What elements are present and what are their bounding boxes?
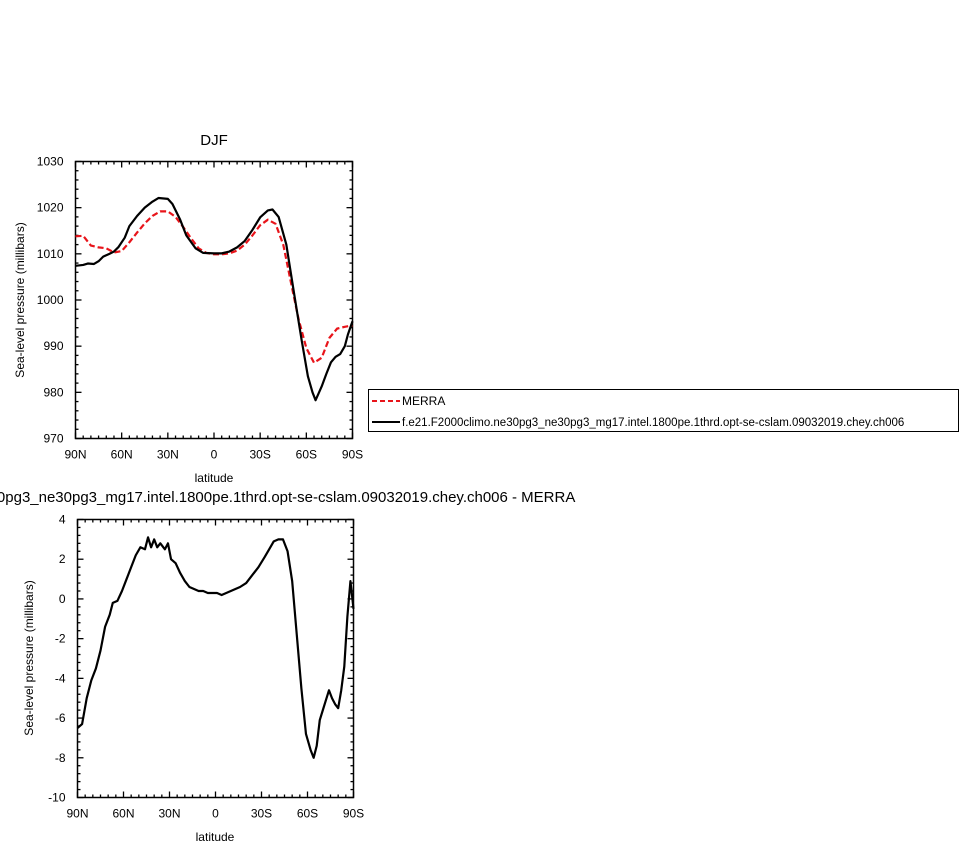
bottom-y-tick-label: -10 [48, 791, 66, 805]
top-y-tick-label: 1000 [37, 293, 64, 307]
bottom-axis-ticks: 90N 60N 30N 0 30S 60S 90S -10 -8 -6 -4 -2 0 2 4 [48, 513, 364, 821]
top-series-line-0 [75, 210, 353, 364]
bottom-chart-title: f.e21.F2000climo.ne30pg3_ne30pg3_mg17.in… [0, 489, 575, 506]
bottom-x-tick-label: 90S [343, 807, 364, 821]
bottom-x-tick-label: 60N [112, 807, 134, 821]
top-y-tick-label: 990 [43, 339, 63, 353]
top-x-tick-label: 30S [249, 448, 270, 462]
bottom-x-tick-label: 0 [212, 807, 219, 821]
top-y-tick-label: 1020 [37, 201, 64, 215]
bottom-y-tick-label: -2 [55, 632, 66, 646]
legend-label-merra: MERRA [402, 394, 445, 408]
legend-box [368, 389, 959, 432]
bottom-series-line-0 [76, 536, 355, 759]
top-y-tick-label: 980 [43, 385, 63, 399]
bottom-y-tick-label: 2 [59, 552, 66, 566]
bottom-y-tick-label: -4 [55, 671, 66, 685]
bottom-x-tick-label: 30S [251, 807, 272, 821]
bottom-panel: f.e21.F2000climo.ne30pg3_ne30pg3_mg17.in… [0, 489, 575, 844]
top-chart-title: DJF [200, 132, 228, 149]
legend-label-model: f.e21.F2000climo.ne30pg3_ne30pg3_mg17.in… [402, 417, 904, 429]
top-y-tick-label: 1030 [37, 155, 64, 169]
top-y-axis-label: Sea-level pressure (millibars) [13, 222, 27, 377]
bottom-x-tick-label: 60S [297, 807, 318, 821]
bottom-y-axis-label: Sea-level pressure (millibars) [22, 580, 36, 735]
top-x-axis-label: latitude [195, 471, 234, 485]
bottom-x-tick-label: 30N [158, 807, 180, 821]
top-y-tick-label: 1010 [37, 247, 64, 261]
legend: MERRA f.e21.F2000climo.ne30pg3_ne30pg3_m… [368, 389, 959, 432]
top-axis-ticks: 90N 60N 30N 0 30S 60S 90S 970 980 990 1000 1010 1020… [37, 155, 363, 462]
top-x-tick-label: 30N [157, 448, 179, 462]
bottom-series-group [76, 536, 355, 759]
bottom-x-axis-label: latitude [196, 830, 235, 844]
top-x-tick-label: 90N [64, 448, 86, 462]
top-x-tick-label: 90S [342, 448, 363, 462]
top-series-group [75, 196, 354, 402]
top-series-line-1 [75, 196, 354, 402]
top-plot-frame [74, 160, 354, 440]
bottom-y-tick-label: 4 [59, 513, 66, 527]
top-panel: DJF 90N 60N 30N 0 30S 60S 90S 970 980 990 1000 1010… [13, 132, 363, 485]
bottom-y-tick-label: -6 [55, 711, 66, 725]
top-y-tick-label: 970 [43, 432, 63, 446]
bottom-y-tick-label: -8 [55, 751, 66, 765]
top-x-tick-label: 60S [296, 448, 317, 462]
bottom-x-tick-label: 90N [66, 807, 88, 821]
top-x-tick-label: 60N [111, 448, 133, 462]
bottom-y-tick-label: 0 [59, 592, 66, 606]
top-x-tick-label: 0 [211, 448, 218, 462]
